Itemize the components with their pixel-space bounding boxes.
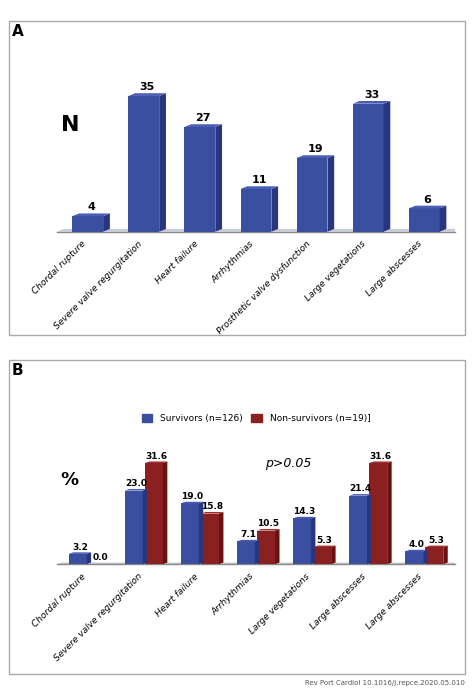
Polygon shape bbox=[353, 101, 390, 104]
Text: 23.0: 23.0 bbox=[125, 480, 147, 488]
Bar bbox=[128, 96, 159, 232]
Polygon shape bbox=[272, 186, 278, 232]
Text: 35: 35 bbox=[139, 82, 155, 92]
Text: 31.6: 31.6 bbox=[145, 452, 167, 461]
Text: 7.1: 7.1 bbox=[240, 530, 256, 539]
Bar bbox=[181, 504, 199, 564]
Text: %: % bbox=[61, 471, 79, 489]
Text: 19.0: 19.0 bbox=[181, 492, 203, 501]
Text: 6: 6 bbox=[424, 195, 431, 204]
Polygon shape bbox=[145, 462, 167, 463]
Polygon shape bbox=[181, 502, 203, 504]
Bar bbox=[369, 463, 387, 564]
Bar bbox=[73, 216, 103, 232]
Polygon shape bbox=[215, 125, 222, 232]
Polygon shape bbox=[163, 462, 167, 564]
Text: N: N bbox=[61, 116, 79, 136]
Bar bbox=[145, 463, 163, 564]
Polygon shape bbox=[125, 489, 147, 491]
Bar bbox=[201, 514, 219, 564]
Bar bbox=[125, 491, 143, 564]
Text: 11: 11 bbox=[252, 175, 267, 185]
Polygon shape bbox=[369, 462, 392, 463]
Polygon shape bbox=[425, 546, 448, 547]
Bar bbox=[184, 127, 215, 232]
Polygon shape bbox=[297, 155, 334, 158]
Polygon shape bbox=[128, 94, 166, 96]
Text: 3.2: 3.2 bbox=[72, 543, 88, 552]
Polygon shape bbox=[313, 546, 336, 547]
Bar bbox=[353, 104, 383, 232]
Polygon shape bbox=[275, 529, 280, 564]
Text: 33: 33 bbox=[364, 90, 379, 100]
Bar bbox=[425, 547, 443, 564]
Text: 14.3: 14.3 bbox=[293, 507, 315, 516]
Polygon shape bbox=[443, 546, 448, 564]
Polygon shape bbox=[367, 494, 372, 564]
Bar bbox=[405, 551, 423, 564]
Polygon shape bbox=[311, 517, 315, 564]
Bar bbox=[257, 530, 275, 564]
Polygon shape bbox=[159, 94, 166, 232]
Polygon shape bbox=[257, 529, 280, 530]
Polygon shape bbox=[57, 564, 455, 565]
Polygon shape bbox=[255, 540, 259, 564]
Text: Rev Port Cardiol 10.1016/j.repce.2020.05.010: Rev Port Cardiol 10.1016/j.repce.2020.05… bbox=[305, 680, 465, 686]
Polygon shape bbox=[331, 546, 336, 564]
Polygon shape bbox=[143, 489, 147, 564]
Bar bbox=[240, 189, 272, 232]
Bar bbox=[313, 547, 331, 564]
Bar bbox=[237, 541, 255, 564]
Text: 4: 4 bbox=[87, 202, 95, 213]
Bar bbox=[297, 158, 328, 232]
Polygon shape bbox=[57, 563, 459, 564]
Text: 19: 19 bbox=[308, 144, 323, 154]
Polygon shape bbox=[199, 502, 203, 564]
Text: A: A bbox=[12, 24, 24, 39]
Bar bbox=[293, 518, 311, 564]
Polygon shape bbox=[439, 206, 447, 232]
Polygon shape bbox=[237, 540, 259, 541]
Bar bbox=[409, 208, 439, 232]
Text: 5.3: 5.3 bbox=[317, 536, 332, 545]
Text: 27: 27 bbox=[195, 113, 211, 123]
Legend: Survivors (n=126), Non-survivors (n=19)]: Survivors (n=126), Non-survivors (n=19)] bbox=[138, 411, 374, 427]
Polygon shape bbox=[103, 213, 110, 232]
Text: 5.3: 5.3 bbox=[428, 536, 445, 545]
Polygon shape bbox=[219, 512, 223, 564]
Text: 31.6: 31.6 bbox=[369, 452, 392, 461]
Polygon shape bbox=[349, 494, 372, 495]
Polygon shape bbox=[387, 462, 392, 564]
Polygon shape bbox=[409, 206, 447, 208]
Text: 0.0: 0.0 bbox=[92, 553, 108, 562]
Text: B: B bbox=[12, 363, 24, 378]
Polygon shape bbox=[423, 550, 428, 564]
Polygon shape bbox=[405, 550, 428, 551]
Polygon shape bbox=[73, 213, 110, 216]
Text: 4.0: 4.0 bbox=[409, 540, 424, 549]
Polygon shape bbox=[87, 552, 91, 564]
Polygon shape bbox=[69, 552, 91, 554]
Polygon shape bbox=[240, 186, 278, 189]
Bar bbox=[69, 554, 87, 564]
Polygon shape bbox=[293, 517, 315, 518]
Bar bbox=[349, 495, 367, 564]
Polygon shape bbox=[201, 512, 223, 514]
Text: 15.8: 15.8 bbox=[201, 502, 223, 511]
Text: 21.4: 21.4 bbox=[349, 484, 372, 493]
Text: p>0.05: p>0.05 bbox=[264, 457, 311, 470]
Polygon shape bbox=[328, 155, 334, 232]
Text: 10.5: 10.5 bbox=[257, 519, 279, 528]
Polygon shape bbox=[184, 125, 222, 127]
Polygon shape bbox=[57, 232, 455, 233]
Polygon shape bbox=[57, 229, 462, 232]
Polygon shape bbox=[383, 101, 390, 232]
